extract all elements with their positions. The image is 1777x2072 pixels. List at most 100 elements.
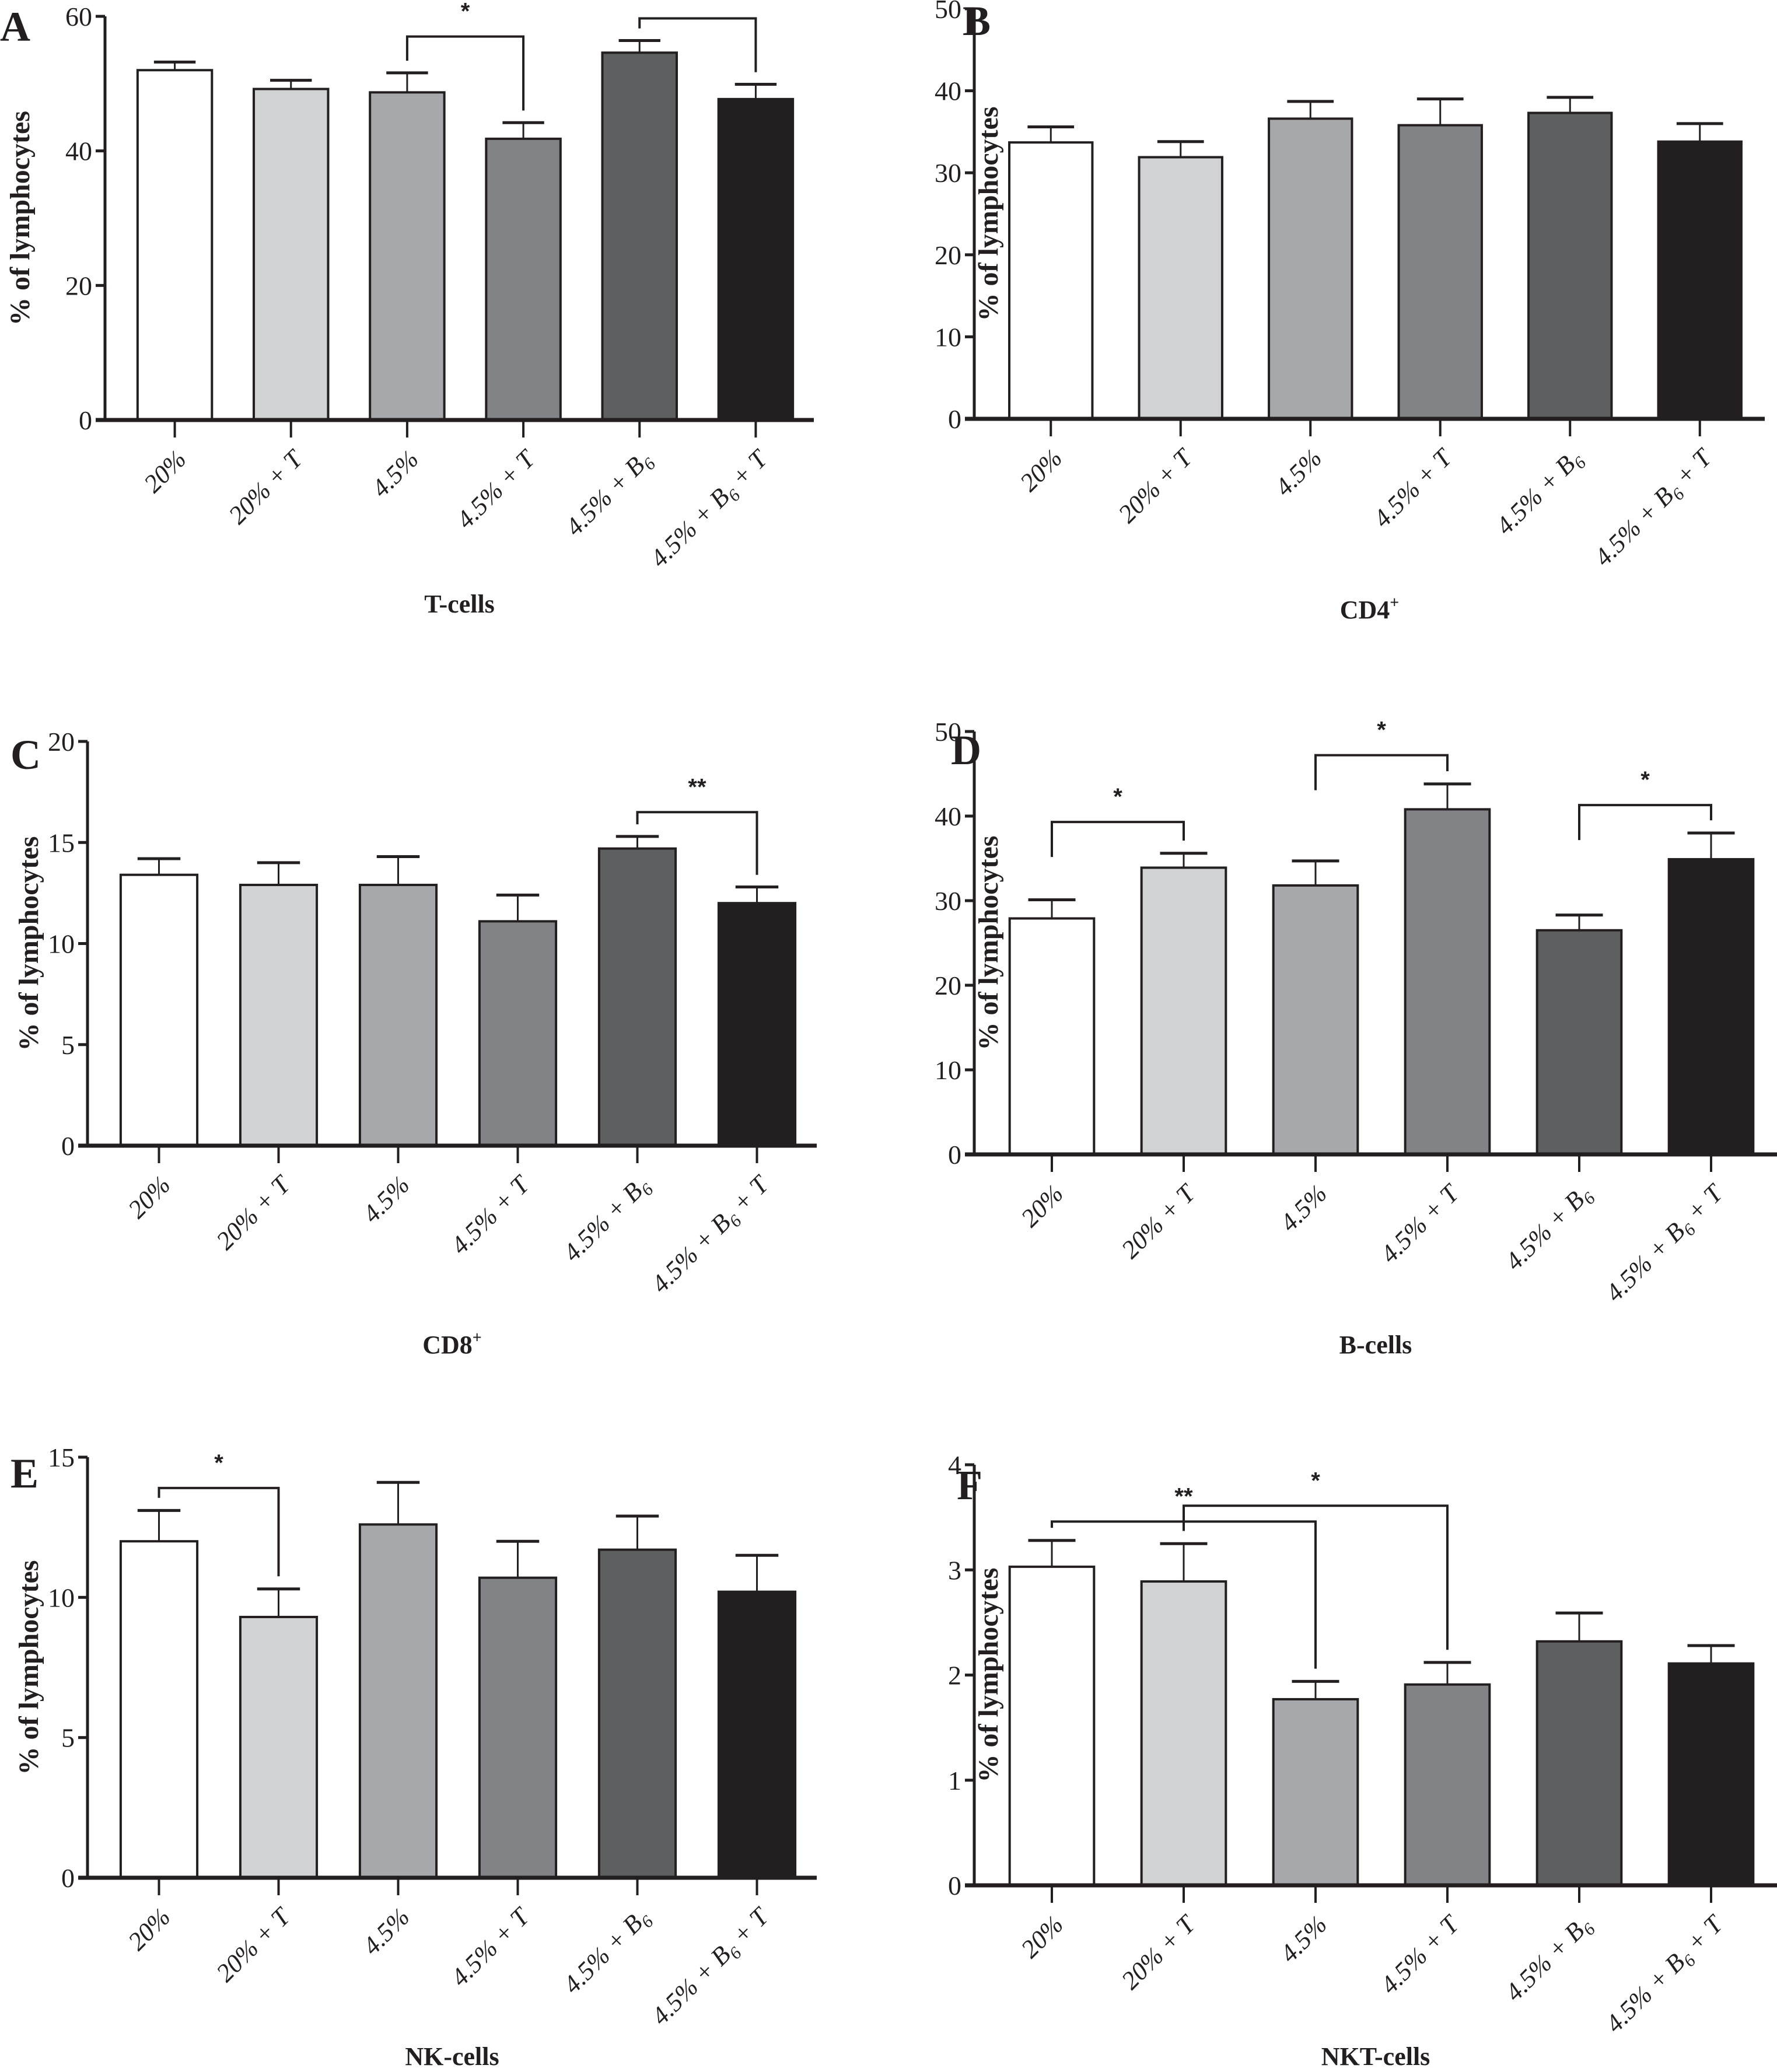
x-tick-label-main: 4.5%: [1275, 1179, 1332, 1237]
x-tick-label: 20%: [1015, 1179, 1069, 1233]
significance-bracket: [1314, 754, 1449, 790]
x-tick-label-main: 4.5%: [366, 444, 424, 502]
significance-label: *: [1311, 1468, 1320, 1493]
y-axis-label: % of lymphocytes: [13, 836, 44, 1051]
significance-label: *: [1377, 718, 1386, 743]
x-tick-label-main: 4.5% + B: [1491, 450, 1581, 540]
x-tick-label-main: 4.5%: [1269, 443, 1327, 501]
y-tick-label: 2: [948, 1661, 961, 1690]
x-tick-label: 20% + T: [211, 1169, 297, 1255]
significance-bracket: [1578, 804, 1712, 841]
bar-3: [1268, 117, 1353, 421]
bar-5: [1527, 111, 1613, 420]
x-tick-label-main: 20% + T: [1116, 1178, 1202, 1264]
y-tick-label: 4: [948, 1450, 961, 1480]
panel-title: B-cells: [1339, 1331, 1412, 1359]
y-tick-label: 40: [935, 802, 961, 831]
bar-6: [717, 902, 797, 1147]
x-tick-label-main: 4.5% + T: [1368, 442, 1459, 533]
bar-2: [239, 884, 319, 1147]
x-tick-label: 4.5% + B6 + T: [1589, 442, 1721, 575]
bar-1: [1008, 141, 1094, 420]
significance-label: *: [693, 0, 702, 6]
y-tick-label: 10: [935, 322, 961, 352]
bar-6: [1657, 140, 1743, 420]
x-tick-label-main: 4.5% + B: [645, 482, 735, 573]
x-tick-label-main: 4.5% + T: [451, 443, 542, 534]
x-tick-label: 4.5%: [366, 444, 424, 502]
y-tick-label: 0: [61, 1131, 75, 1161]
panel-letter: F: [957, 1462, 982, 1508]
y-tick-label: 15: [48, 828, 75, 858]
x-tick-label: 20%: [123, 1170, 176, 1224]
significance-label: *: [461, 0, 470, 24]
panel-e: E 0 5 10 15 % of lymphocytes 20% 20% + T 4.5% 4.5…: [11, 1443, 817, 2071]
y-tick-label: 20: [65, 271, 92, 300]
x-tick-label-main: 20%: [138, 444, 192, 498]
significance-label: *: [1113, 784, 1122, 810]
y-tick-label: 60: [65, 2, 92, 32]
bar-6: [717, 97, 795, 422]
panel-title: CD8+: [422, 1329, 482, 1359]
x-tick-label: 4.5% + T: [451, 443, 542, 534]
bar-2: [253, 88, 330, 421]
bar-5: [1535, 1640, 1623, 1887]
x-tick-label-main: 4.5% + T: [1375, 1909, 1466, 2000]
significance-bracket: [1183, 1504, 1449, 1650]
significance-label: *: [214, 1450, 223, 1476]
x-tick-label-main: 20%: [1015, 1910, 1069, 1964]
y-tick-label: 0: [948, 1140, 961, 1170]
x-tick-label: 4.5% + B6: [558, 1902, 657, 2002]
y-tick-label: 50: [935, 0, 961, 24]
x-tick-label-main: 4.5%: [357, 1170, 415, 1228]
x-tick-label-main: 20%: [1015, 443, 1068, 497]
x-tick-label: 20%: [1015, 443, 1068, 497]
panel-title-main: CD4: [1340, 596, 1390, 624]
y-tick-label: 0: [948, 404, 961, 434]
x-tick-label-main: 4.5% + B: [1499, 1185, 1590, 1276]
x-tick-label: 20%: [123, 1902, 176, 1956]
bar-5: [597, 847, 677, 1147]
x-tick-label-main: 20% + T: [211, 1169, 297, 1255]
significance-bracket: [636, 811, 758, 875]
y-axis-label: % of lymphocytes: [13, 1560, 44, 1775]
bar-6: [1667, 858, 1755, 1156]
x-tick-label: 4.5% + B6 + T: [646, 1169, 778, 1301]
panel-d: D 0 10 20 30 40 50 % of lymphocytes 20% 20% + T 4.…: [935, 717, 1777, 1359]
y-tick-label: 20: [935, 240, 961, 270]
bar-2: [239, 1615, 319, 1879]
bar-4: [1404, 1683, 1491, 1887]
y-tick-label: 10: [48, 929, 75, 959]
panel-title: NK-cells: [405, 2042, 499, 2071]
x-tick-label-main: 4.5% + B: [1600, 1217, 1691, 1307]
x-tick-label: 4.5%: [357, 1170, 415, 1228]
x-tick-label: 4.5%: [1269, 443, 1327, 501]
bar-4: [1404, 808, 1491, 1156]
x-tick-label: 4.5% + B6: [1499, 1179, 1599, 1279]
y-tick-label: 0: [948, 1871, 961, 1901]
significance-bracket: [158, 1486, 280, 1577]
bar-4: [478, 1576, 558, 1880]
bar-4: [1397, 124, 1483, 420]
panel-a: A 0 20 40 60 % of lymphocytes 20% 20% + T 4.5% 4.…: [0, 0, 814, 618]
y-tick-label: 40: [65, 136, 92, 166]
panel-title-main: CD8: [422, 1331, 473, 1359]
x-tick-label-main: 20%: [123, 1902, 176, 1956]
bar-2: [1138, 156, 1223, 420]
y-tick-label: 30: [935, 886, 961, 916]
x-tick-label: 20% + T: [223, 443, 309, 530]
y-tick-label: 40: [935, 76, 961, 106]
y-tick-label: 5: [61, 1723, 75, 1753]
bar-6: [1667, 1662, 1755, 1887]
x-tick-label-main: 4.5% + B: [1600, 1948, 1691, 2038]
x-tick-label-main: 4.5% + B: [1589, 481, 1679, 572]
x-tick-label: 20%: [138, 444, 192, 498]
x-tick-label: 4.5% + B6: [560, 444, 660, 544]
y-tick-label: 50: [935, 717, 961, 747]
significance-bracket: [1051, 821, 1185, 858]
x-tick-label: 20% + T: [1113, 442, 1199, 528]
y-axis-label: % of lymphocytes: [973, 107, 1004, 321]
bar-5: [597, 1548, 677, 1880]
panel-f: F 0 1 2 3 4 % of lymphocytes 20% 20% + T 4.5% 4.5%…: [948, 1450, 1777, 2071]
